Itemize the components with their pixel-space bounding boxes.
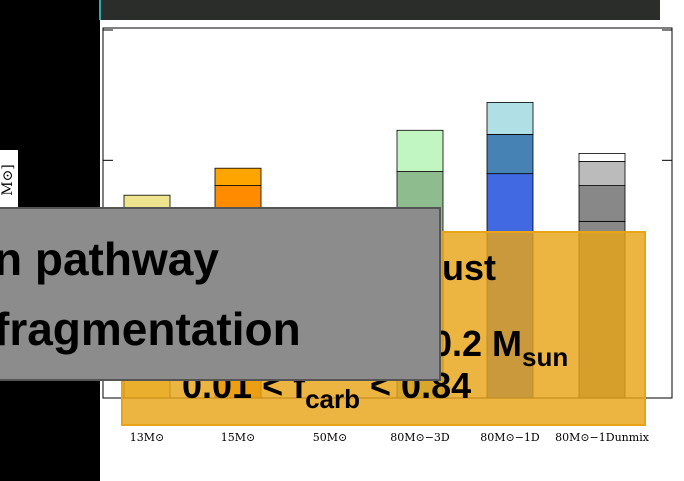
y-axis-label: M⊙]: [0, 164, 16, 196]
bar-segment: [397, 130, 443, 171]
y-tick-label: 0.1: [75, 153, 97, 169]
y-tick-label: 1: [88, 23, 97, 39]
x-tick-label: 80M⊙−1Dunmix: [555, 431, 650, 444]
bar-segment: [579, 161, 625, 185]
bar-segment: [487, 102, 533, 134]
bar-segment: [579, 153, 625, 161]
slide: M⊙] 1 0.1 13M⊙ 15M⊙ 50M⊙ 80M⊙−3D 80M⊙−1D 80M⊙−1…: [0, 0, 684, 481]
bar-segment: [579, 186, 625, 222]
fcarb-sub: carb: [305, 384, 360, 414]
gray-line-1: n pathway: [0, 233, 219, 285]
x-tick-label: 15M⊙: [221, 431, 255, 444]
bar-segment: [487, 134, 533, 173]
x-tick-label: 80M⊙−3D: [390, 431, 450, 444]
mass-sub: sun: [522, 342, 568, 372]
x-tick-label: 50M⊙: [313, 431, 347, 444]
gray-line-2: fragmentation: [0, 303, 301, 355]
bar-segment: [215, 168, 261, 185]
mass: 0.2 M: [432, 323, 522, 364]
x-tick-label: 13M⊙: [130, 431, 164, 444]
top-image-strip: [100, 0, 660, 20]
x-tick-label: 80M⊙−1D: [480, 431, 540, 444]
